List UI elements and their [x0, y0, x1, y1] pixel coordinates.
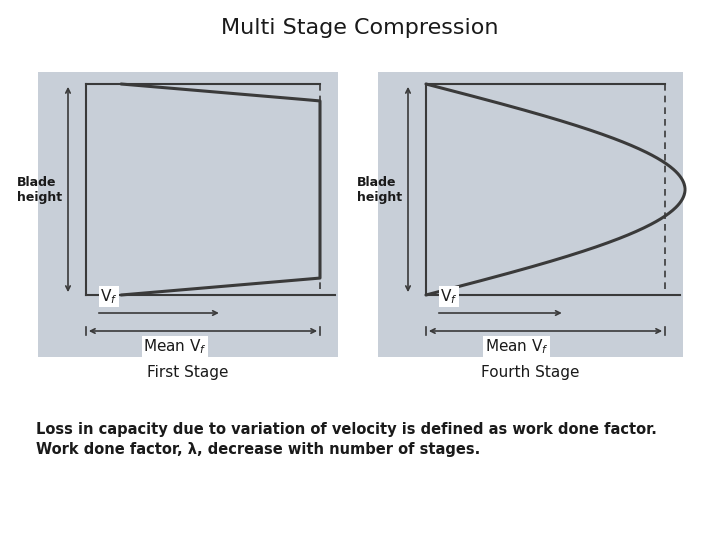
Bar	[38, 72, 338, 357]
Text: Mean V$_f$: Mean V$_f$	[485, 337, 549, 356]
Text: Work done factor, λ, decrease with number of stages.: Work done factor, λ, decrease with numbe…	[36, 442, 480, 457]
Bar	[378, 72, 683, 357]
Text: V$_f$: V$_f$	[100, 287, 117, 306]
Text: First Stage: First Stage	[148, 365, 229, 380]
Text: Loss in capacity due to variation of velocity is defined as work done factor.: Loss in capacity due to variation of vel…	[36, 422, 657, 437]
Text: Blade
height: Blade height	[357, 176, 402, 204]
Text: Mean V$_f$: Mean V$_f$	[143, 337, 207, 356]
Text: Multi Stage Compression: Multi Stage Compression	[221, 18, 499, 38]
Text: Fourth Stage: Fourth Stage	[481, 365, 580, 380]
Text: V$_f$: V$_f$	[440, 287, 458, 306]
Text: Blade
height: Blade height	[17, 176, 62, 204]
